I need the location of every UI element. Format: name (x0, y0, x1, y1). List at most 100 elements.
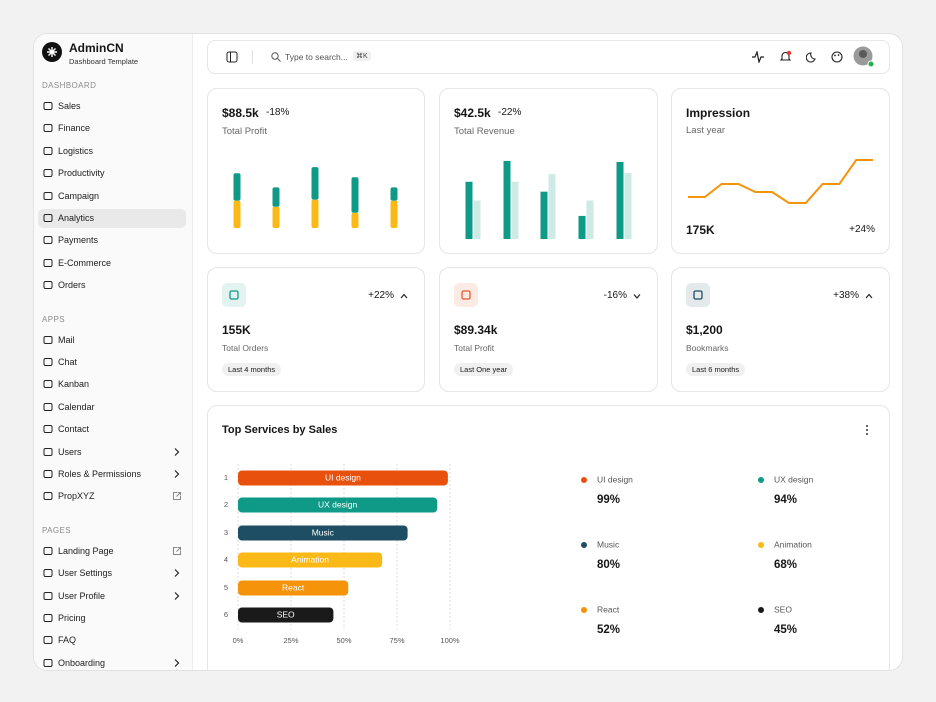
nav-item[interactable]: User Profile (58, 590, 106, 601)
card-change: -18% (266, 107, 290, 118)
nav-item[interactable]: Finance (58, 123, 91, 134)
section-title: APPS (42, 314, 65, 324)
stat-icon (686, 283, 710, 307)
glyph (229, 290, 239, 300)
nav-icon (43, 569, 53, 578)
external (173, 546, 181, 555)
nav-item[interactable]: Calendar (58, 401, 95, 412)
chevron (174, 591, 180, 600)
nav-icon (43, 470, 53, 478)
nav-item[interactable]: Chat (58, 357, 78, 367)
nav-item[interactable]: User Settings (58, 568, 113, 579)
nav-item[interactable]: E-Commerce (58, 257, 112, 268)
sidebar: AdminCN Dashboard Template DASHBOARD Sale… (34, 34, 193, 670)
icon-shape (43, 258, 53, 267)
nav-item[interactable]: Users (58, 446, 82, 457)
nav-icon (43, 124, 53, 133)
chevron (174, 569, 180, 578)
stat-label: Total Orders (222, 343, 269, 353)
trend-chevron (400, 293, 408, 299)
nav-icon (43, 380, 53, 389)
nav-item[interactable]: Payments (58, 235, 99, 246)
icon-shape (43, 214, 53, 222)
chevron-icon (174, 447, 180, 456)
stat-change: +38% (833, 290, 859, 301)
revenue-card: $42.5k -22% Total Revenue (439, 88, 658, 254)
section-title: DASHBOARD (42, 81, 97, 90)
nav-icon (43, 102, 53, 110)
icon-shape (43, 281, 53, 290)
nav-icon (43, 402, 53, 411)
nav-item[interactable]: Onboarding (58, 657, 106, 668)
stat-value: $1,200 (686, 323, 723, 337)
section-title: Top Services by Sales (222, 424, 338, 436)
nav-item[interactable]: Contact (58, 424, 90, 435)
stat-glyph (461, 290, 471, 300)
palette-button[interactable] (831, 51, 843, 63)
nav-icon (43, 281, 53, 290)
nav-icon (43, 492, 53, 501)
nav-item[interactable]: Logistics (58, 145, 94, 156)
avatar[interactable] (853, 46, 875, 68)
nav-icon (43, 447, 53, 456)
chevron-icon (174, 591, 180, 600)
nav-item[interactable]: Kanban (58, 379, 90, 390)
stat-card: +22% 155K Total Orders Last 4 months (207, 267, 425, 392)
icon-shape (43, 470, 53, 478)
stat-icon (454, 283, 478, 307)
icon-shape (43, 358, 53, 366)
nav-item[interactable]: Campaign (58, 190, 100, 201)
stat-period: Last 6 months (686, 363, 746, 376)
more-button[interactable] (864, 424, 870, 436)
active-highlight (38, 209, 186, 228)
nav-item[interactable]: Pricing (58, 613, 86, 623)
icon-shape (43, 124, 53, 133)
external-link-icon (173, 492, 181, 501)
icon-shape (43, 614, 53, 622)
notification-button[interactable] (779, 50, 792, 63)
stat-card: -16% $89.34k Total Profit Last One year (439, 267, 658, 392)
nav-item[interactable]: PropXYZ (58, 491, 95, 502)
icon-shape (43, 546, 53, 555)
theme-button[interactable] (806, 51, 818, 63)
card-value: $42.5k (454, 106, 491, 120)
nav-item[interactable]: Orders (58, 280, 86, 291)
nav-item[interactable]: Sales (58, 101, 81, 111)
trend-chevron (633, 294, 641, 299)
trend-icon (865, 293, 873, 299)
nav-item[interactable]: FAQ (58, 635, 77, 646)
stat-glyph (693, 290, 703, 300)
card-change: -22% (498, 107, 522, 118)
sidebar-toggle[interactable] (226, 51, 238, 63)
search-shortcut: ⌘K (353, 51, 371, 61)
section-title: PAGES (42, 525, 71, 535)
chevron (174, 470, 180, 478)
stat-change: -16% (603, 290, 627, 301)
glyph (693, 290, 703, 300)
stat-change: +22% (368, 290, 394, 301)
stat-card: +38% $1,200 Bookmarks Last 6 months (671, 267, 890, 392)
stat-value: 155K (222, 323, 251, 337)
nav-item[interactable]: Landing Page (58, 545, 114, 556)
brand-logo (42, 42, 62, 62)
icon-shape (43, 380, 53, 389)
card-subtitle: Last year (686, 125, 726, 136)
icon-shape (43, 169, 53, 178)
icon-shape (43, 636, 53, 645)
icon-shape (43, 492, 53, 501)
external-link-icon (173, 546, 181, 555)
nav-icon (43, 191, 53, 200)
icon-shape (43, 102, 53, 110)
activity-button[interactable] (752, 51, 764, 63)
nav-icon (43, 169, 53, 178)
search-input[interactable]: Type to search... (285, 52, 348, 62)
icon-shape (43, 191, 53, 200)
nav-item[interactable]: Mail (58, 334, 75, 345)
nav-item[interactable]: Productivity (58, 168, 105, 179)
nav-item[interactable]: Roles & Permissions (58, 469, 142, 479)
services-card: Top Services by Sales (207, 405, 890, 670)
nav-item[interactable]: Analytics (58, 213, 95, 223)
nav-icon (43, 335, 53, 344)
stat-period: Last 4 months (222, 363, 282, 376)
